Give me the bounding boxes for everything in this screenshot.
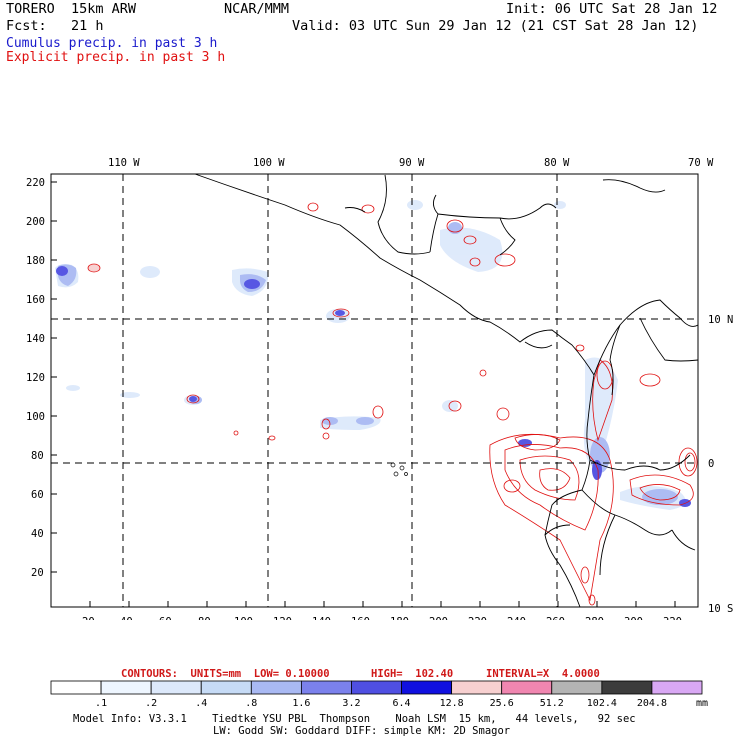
lat-lon-grid: [51, 174, 698, 607]
colorbar-label: 1.6: [292, 698, 310, 709]
colorbar-swatch: [300, 680, 352, 695]
lon-label-80w: 80 W: [544, 157, 570, 169]
colorbar-swatch: [501, 680, 553, 695]
y-tick-200: 200: [26, 216, 45, 228]
lat-label-0: 0: [708, 458, 714, 470]
y-tick-40: 40: [31, 528, 44, 540]
field-explicit-label: Explicit precip. in past 3 h: [6, 50, 226, 65]
y-tick-220: 220: [26, 177, 45, 189]
x-tick-160: 160: [351, 616, 370, 620]
model-title: TORERO 15km ARW: [6, 1, 137, 17]
lon-label-100w: 100 W: [253, 157, 285, 169]
y-tick-120: 120: [26, 372, 45, 384]
x-tick-200: 200: [429, 616, 448, 620]
colorbar-label: 51.2: [540, 698, 564, 709]
colorbar-label: 3.2: [342, 698, 360, 709]
colorbar-swatch: [651, 680, 703, 695]
lon-label-110w: 110 W: [108, 157, 140, 169]
x-tick-40: 40: [120, 616, 133, 620]
x-tick-260: 260: [546, 616, 565, 620]
x-tick-300: 300: [624, 616, 643, 620]
colorbar-unit: mm: [696, 698, 708, 709]
x-tick-180: 180: [390, 616, 409, 620]
colorbar-label: 6.4: [393, 698, 411, 709]
colorbar-label: 12.8: [440, 698, 464, 709]
x-tick-120: 120: [273, 616, 292, 620]
colorbar-label: 102.4: [587, 698, 617, 709]
colorbar-label: .1: [95, 698, 107, 709]
colorbar-swatch: [551, 680, 603, 695]
precip-map: 110 W 100 W 90 W 80 W 70 W 10 N 0 10 S 2…: [26, 157, 733, 620]
model-info-line1: Model Info: V3.3.1 Tiedtke YSU PBL Thomp…: [73, 713, 636, 725]
y-tick-140: 140: [26, 333, 45, 345]
colorbar-label: 204.8: [637, 698, 667, 709]
x-tick-280: 280: [585, 616, 604, 620]
colorbar-swatch: [150, 680, 202, 695]
x-tick-240: 240: [507, 616, 526, 620]
contour-interval-text: INTERVAL=X 4.0000: [486, 668, 600, 680]
contour-high-text: HIGH= 102.40: [371, 668, 454, 680]
x-tick-320: 320: [663, 616, 682, 620]
explicit-precip-contours: [186, 202, 698, 606]
y-tick-100: 100: [26, 411, 45, 423]
colorbar: .1.2.4.8 1.6 3.2 6.4 12.8 25.6 51.2 102.4 204.8 …: [50, 680, 708, 709]
colorbar-label: 25.6: [490, 698, 514, 709]
colorbar-swatch: [100, 680, 152, 695]
y-tick-20: 20: [31, 567, 44, 579]
colorbar-swatches: [50, 680, 703, 695]
lat-label-10s: 10 S: [708, 603, 733, 615]
x-tick-220: 220: [468, 616, 487, 620]
center-label: NCAR/MMM: [224, 1, 290, 17]
colorbar-swatch: [451, 680, 503, 695]
valid-time: Valid: 03 UTC Sun 29 Jan 12 (21 CST Sat …: [292, 18, 699, 34]
colorbar-swatch: [601, 680, 653, 695]
lon-label-70w: 70 W: [688, 157, 714, 169]
colorbar-swatch: [250, 680, 302, 695]
colorbar-swatch: [200, 680, 252, 695]
x-tick-100: 100: [234, 616, 253, 620]
contour-units-text: CONTOURS: UNITS=mm LOW= 0.10000: [121, 668, 330, 680]
init-time: Init: 06 UTC Sat 28 Jan 12: [506, 1, 718, 17]
x-tick-60: 60: [159, 616, 172, 620]
colorbar-swatch: [50, 680, 102, 695]
y-tick-60: 60: [31, 489, 44, 501]
y-tick-80: 80: [31, 450, 44, 462]
colorbar-label: .4: [195, 698, 207, 709]
colorbar-swatch: [351, 680, 402, 695]
x-tick-140: 140: [312, 616, 331, 620]
x-tick-80: 80: [198, 616, 211, 620]
lon-label-90w: 90 W: [399, 157, 425, 169]
colorbar-label: .2: [145, 698, 157, 709]
field-cumulus-label: Cumulus precip. in past 3 h: [6, 36, 218, 51]
model-info-line2: LW: Godd SW: Goddard DIFF: simple KM: 2D…: [213, 725, 511, 737]
lat-label-10n: 10 N: [708, 314, 733, 326]
colorbar-swatch: [401, 680, 453, 695]
y-tick-160: 160: [26, 294, 45, 306]
y-tick-180: 180: [26, 255, 45, 267]
x-tick-20: 20: [82, 616, 95, 620]
forecast-hour: Fcst: 21 h: [6, 18, 104, 34]
colorbar-label: .8: [245, 698, 257, 709]
